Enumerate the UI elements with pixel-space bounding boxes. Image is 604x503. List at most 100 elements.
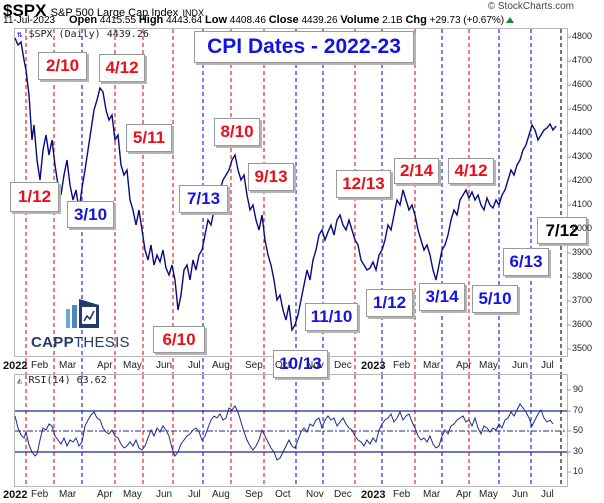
cpi-label: 12/13 bbox=[336, 170, 391, 198]
month-label: Mar bbox=[59, 489, 77, 500]
close-label: Close bbox=[268, 14, 299, 26]
month-label: Sep bbox=[245, 360, 263, 371]
logo-bold: CAPP bbox=[31, 334, 74, 351]
chart-header-title: $SPX S&P 500 Large Cap Index INDX bbox=[3, 1, 204, 21]
price-legend: ⇅ $SPX (Daily) 4439.26 bbox=[17, 29, 149, 40]
chart-title-box: CPI Dates - 2022-23 bbox=[194, 31, 414, 63]
price-axis-label: 4400 bbox=[572, 127, 593, 137]
copyright: © StockCharts.com bbox=[487, 1, 574, 12]
low-value: 4408.46 bbox=[229, 15, 266, 26]
month-label: Feb bbox=[31, 360, 49, 371]
up-arrow-icon bbox=[506, 17, 515, 23]
chg-value: +29.73 (+0.67%) bbox=[429, 15, 505, 26]
cpi-label: 2/14 bbox=[394, 158, 439, 184]
month-label: Jun bbox=[156, 489, 173, 500]
month-label: 2022 bbox=[3, 360, 28, 372]
month-label: Jun bbox=[512, 360, 529, 371]
rsi-axis-label: 10 bbox=[573, 466, 584, 476]
price-axis-label: 3900 bbox=[572, 247, 593, 257]
low-label: Low bbox=[205, 14, 227, 26]
month-label: Aug bbox=[212, 360, 230, 371]
month-label: 2022 bbox=[3, 489, 28, 501]
cpi-label: 2/10 bbox=[38, 52, 87, 80]
rsi-chart-icon: ◭ bbox=[17, 376, 23, 386]
chart-title: CPI Dates - 2022-23 bbox=[207, 35, 401, 58]
price-axis-label: 4700 bbox=[572, 55, 593, 65]
cpi-label: 5/11 bbox=[126, 124, 172, 152]
month-label: 2023 bbox=[361, 360, 386, 372]
symbol: $SPX bbox=[3, 1, 47, 20]
month-label: Feb bbox=[31, 489, 49, 500]
month-label: Jul bbox=[541, 489, 554, 500]
rsi-legend: ◭ RSI(14) 63.62 bbox=[17, 375, 107, 386]
symbol-description: S&P 500 Large Cap Index bbox=[50, 7, 179, 19]
cpi-label: 1/12 bbox=[366, 289, 413, 317]
chg-label: Chg bbox=[405, 14, 427, 26]
logo-chart-icon bbox=[66, 299, 99, 328]
volume-value: 2.1B bbox=[382, 15, 403, 26]
month-label: Jun bbox=[156, 360, 173, 371]
price-axis-label: 4600 bbox=[572, 79, 593, 89]
cpi-label: 4/12 bbox=[448, 158, 494, 184]
close-value: 4439.26 bbox=[301, 15, 338, 26]
month-label: Aug bbox=[212, 489, 230, 500]
month-label: Dec bbox=[334, 489, 352, 500]
month-label: Mar bbox=[59, 360, 77, 371]
month-label: Apr bbox=[456, 360, 472, 371]
cpi-label: 8/10 bbox=[214, 118, 260, 146]
price-axis-label: 4500 bbox=[572, 103, 593, 113]
month-label: 2023 bbox=[361, 489, 386, 501]
cpi-label: 10/13 bbox=[273, 350, 328, 378]
month-label: Nov bbox=[306, 489, 324, 500]
month-label: Mar bbox=[423, 360, 441, 371]
rsi-axis-label: 50 bbox=[573, 425, 584, 435]
open-label: Open bbox=[68, 14, 98, 26]
cpi-label: 11/10 bbox=[305, 303, 358, 331]
cpi-label: 1/12 bbox=[10, 182, 59, 212]
price-axis-label: 4200 bbox=[572, 175, 593, 185]
cpi-label: 3/10 bbox=[67, 201, 114, 228]
cpi-label: 3/14 bbox=[419, 283, 465, 311]
rsi-axis-label: 30 bbox=[573, 446, 584, 456]
cpi-label: 9/13 bbox=[248, 163, 294, 191]
month-label: Jul bbox=[188, 360, 201, 371]
month-label: Apr bbox=[97, 360, 113, 371]
price-axis-label: 4800 bbox=[572, 31, 593, 41]
month-label: Mar bbox=[423, 489, 441, 500]
rsi-axis-label: 70 bbox=[573, 405, 584, 415]
quote-line: 11-Jul-2023 Open 4415.55 High 4443.64 Lo… bbox=[3, 14, 515, 26]
cpi-label: 6/13 bbox=[503, 248, 549, 276]
price-axis-label: 3700 bbox=[572, 295, 593, 305]
exchange: INDX bbox=[182, 8, 204, 18]
month-label: Feb bbox=[393, 489, 411, 500]
price-axis-label: 3600 bbox=[572, 319, 593, 329]
volume-label: Volume bbox=[340, 14, 380, 26]
month-label: Apr bbox=[456, 489, 472, 500]
month-label: Nov bbox=[306, 360, 324, 371]
price-axis-label: 4300 bbox=[572, 151, 593, 161]
month-label: Apr bbox=[97, 489, 113, 500]
price-chart-icon: ⇅ bbox=[17, 30, 23, 40]
month-label: Feb bbox=[393, 360, 411, 371]
price-axis-label: 3800 bbox=[572, 271, 593, 281]
month-label: May bbox=[123, 489, 142, 500]
rsi-axis-label: 90 bbox=[573, 384, 584, 394]
price-axis-label: 4100 bbox=[572, 199, 593, 209]
high-label: High bbox=[138, 14, 164, 26]
high-value: 4443.64 bbox=[166, 15, 203, 26]
logo-light: THESIS bbox=[73, 334, 130, 351]
capp-thesis-logo: CAPPTHESIS bbox=[30, 297, 140, 357]
quote-date: 11-Jul-2023 bbox=[3, 15, 56, 26]
month-label: Oct bbox=[275, 489, 291, 500]
cpi-label: 7/12 bbox=[537, 217, 587, 244]
price-line bbox=[14, 37, 557, 333]
price-axis-label: 4000 bbox=[572, 223, 593, 233]
month-label: Oct bbox=[275, 360, 291, 371]
rsi-legend-text: RSI(14) 63.62 bbox=[28, 375, 107, 386]
price-legend-text: $SPX (Daily) 4439.26 bbox=[28, 29, 149, 40]
cpi-label: 6/10 bbox=[153, 326, 205, 353]
month-label: May bbox=[479, 489, 498, 500]
price-axis-label: 3500 bbox=[572, 343, 593, 353]
month-label: Jul bbox=[541, 360, 554, 371]
